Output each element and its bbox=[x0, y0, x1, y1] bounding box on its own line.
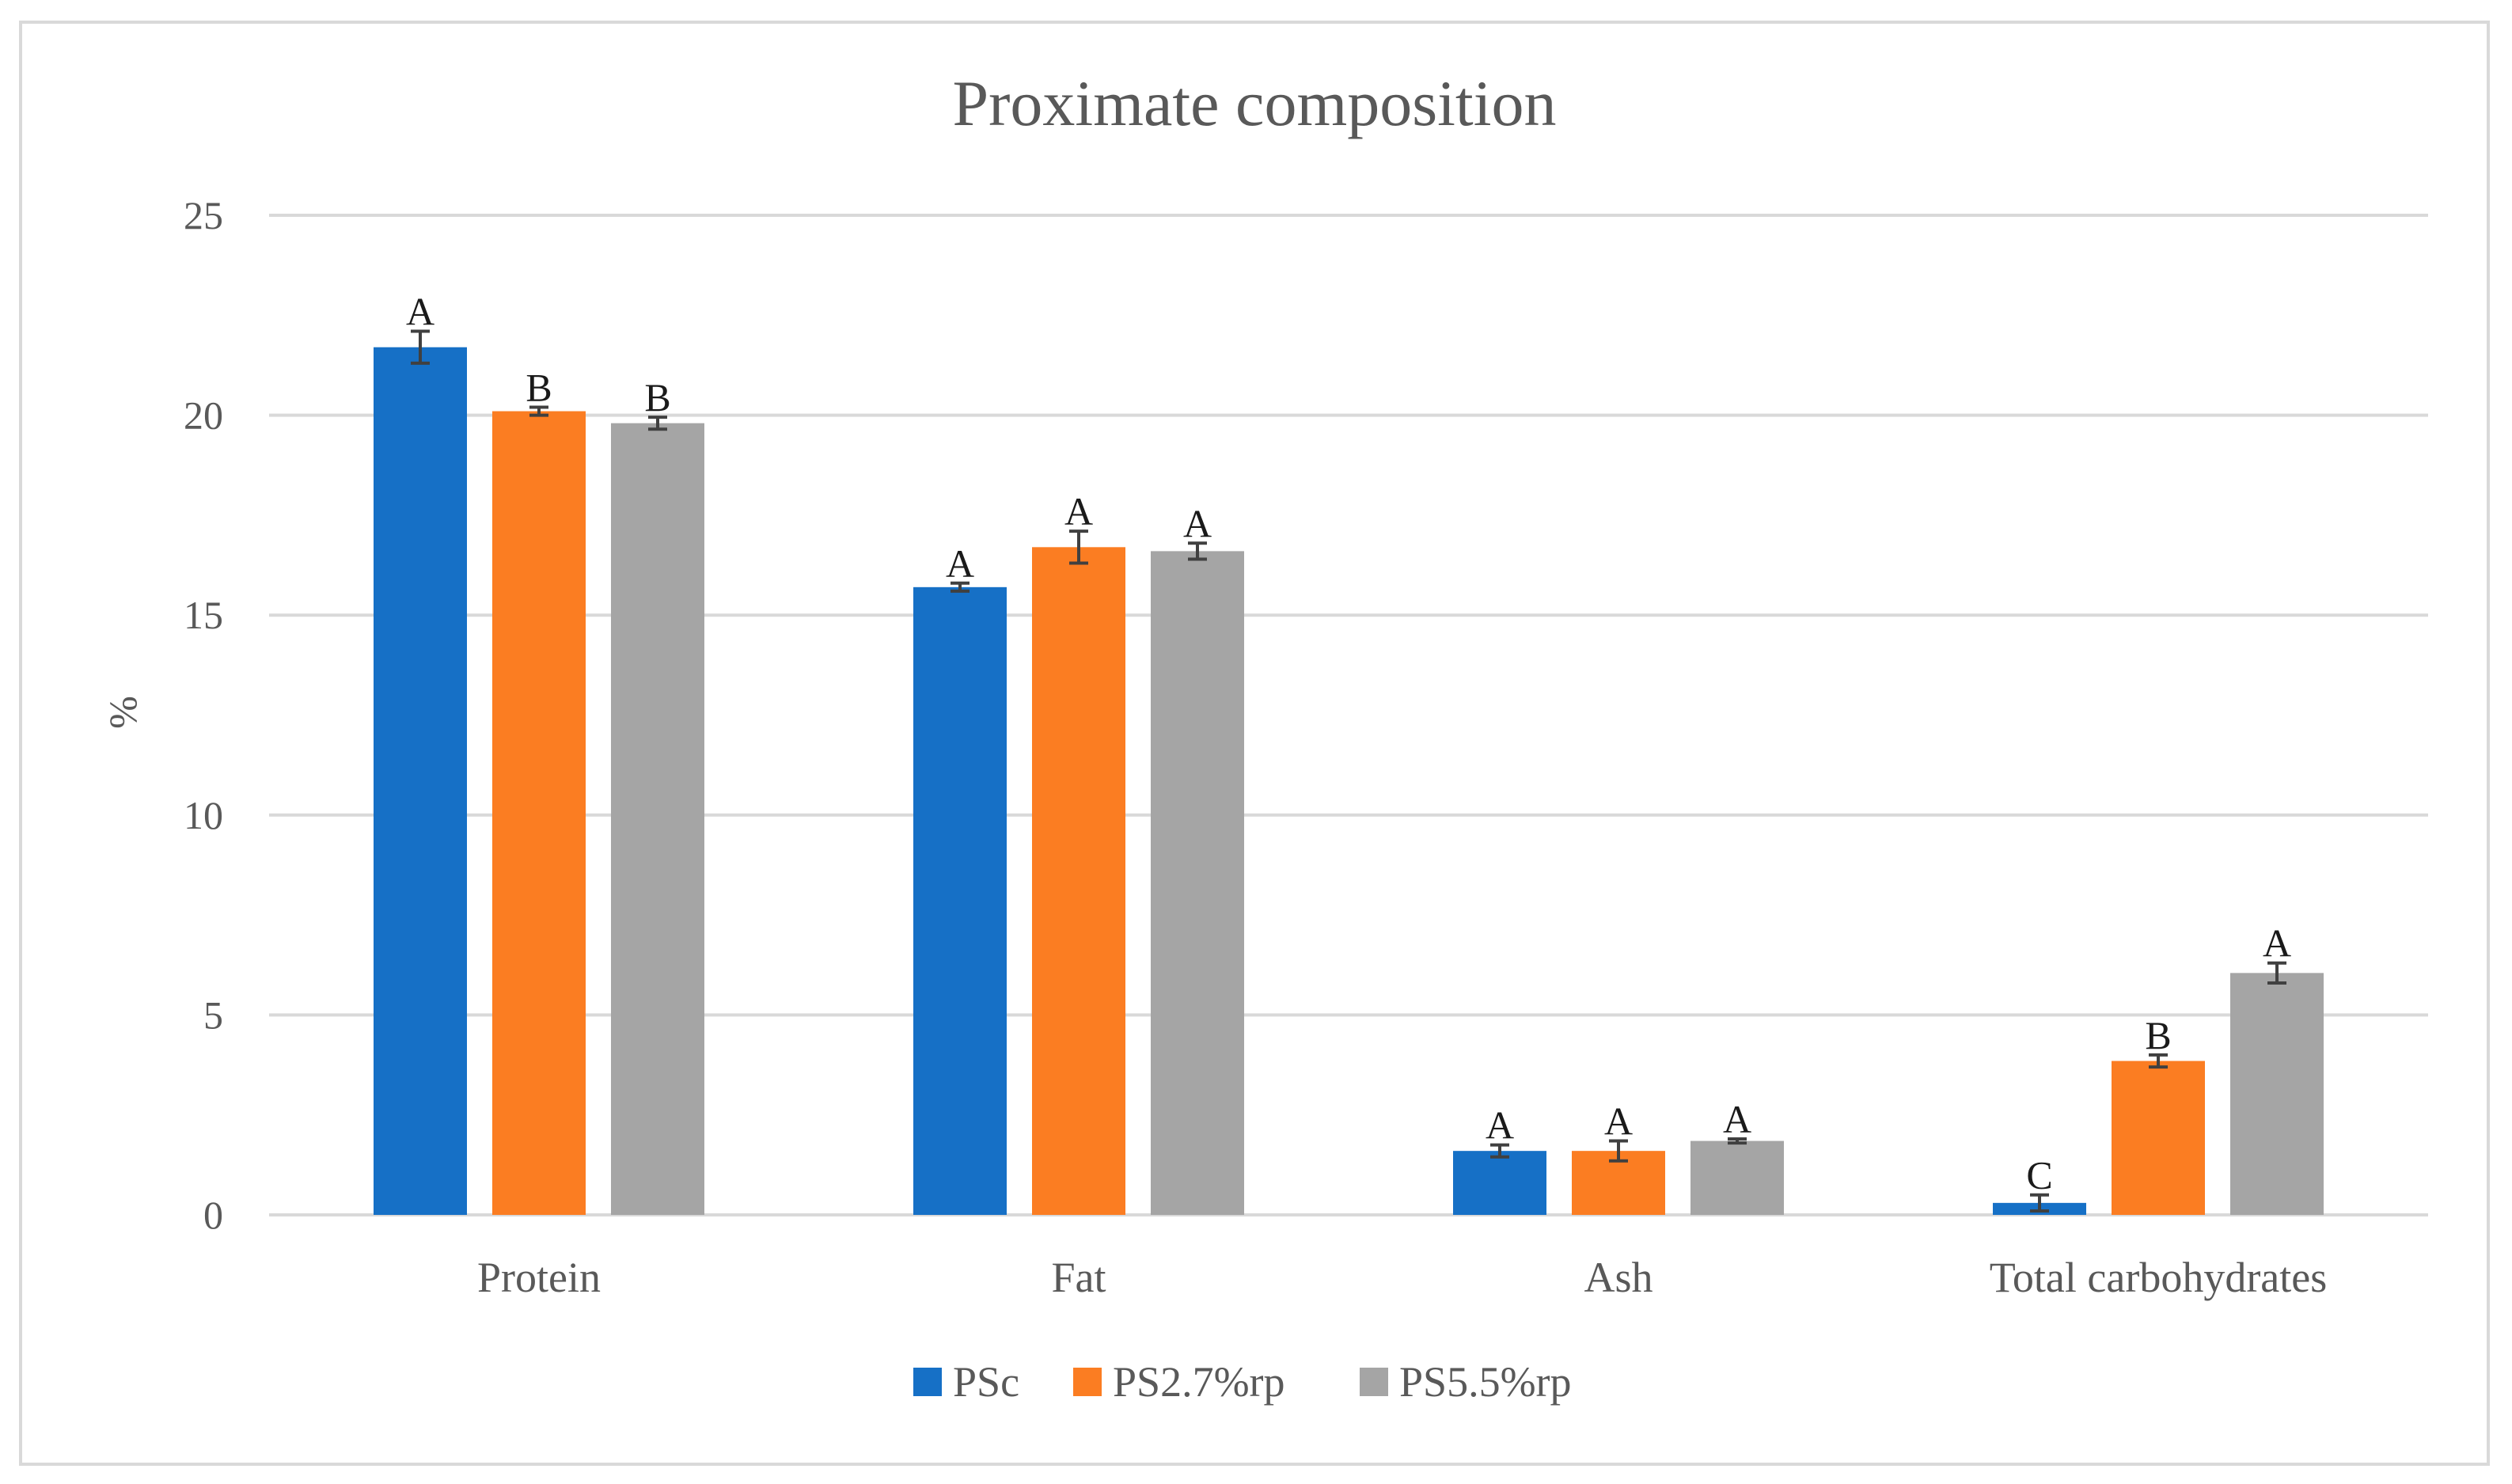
legend-swatch bbox=[1360, 1368, 1388, 1396]
significance-letter: C bbox=[2026, 1153, 2052, 1197]
y-axis-ticks: 0 5 10 15 20 25 bbox=[184, 193, 223, 1237]
significance-letter: A bbox=[406, 290, 434, 334]
legend-swatch bbox=[913, 1368, 942, 1396]
y-tick-label: 15 bbox=[184, 593, 223, 637]
gridlines bbox=[269, 214, 2428, 1216]
bars: A B B A A A A A A C B A bbox=[374, 290, 2324, 1215]
y-tick-label: 5 bbox=[203, 992, 223, 1037]
x-tick-label: Total carbohydrates bbox=[1990, 1254, 2328, 1301]
x-tick-label: Ash bbox=[1584, 1254, 1653, 1301]
bar bbox=[492, 411, 586, 1215]
bar bbox=[611, 423, 704, 1215]
legend-label: PS5.5%rp bbox=[1399, 1358, 1572, 1406]
y-tick-label: 25 bbox=[184, 193, 223, 237]
bar bbox=[1453, 1151, 1546, 1215]
bar bbox=[2112, 1061, 2205, 1215]
significance-letter: A bbox=[1064, 489, 1093, 533]
significance-letter: B bbox=[526, 365, 552, 409]
significance-letter: A bbox=[1183, 501, 1212, 545]
legend-label: PS2.7%rp bbox=[1113, 1358, 1285, 1406]
x-tick-label: Fat bbox=[1051, 1254, 1106, 1301]
legend-label: PSc bbox=[953, 1358, 1019, 1406]
y-tick-label: 20 bbox=[184, 393, 223, 438]
y-tick-label: 0 bbox=[203, 1193, 223, 1237]
y-axis-label: % bbox=[101, 696, 145, 729]
bar bbox=[913, 586, 1007, 1215]
legend-swatch bbox=[1073, 1368, 1102, 1396]
significance-letter: B bbox=[2145, 1013, 2171, 1057]
x-tick-label: Protein bbox=[477, 1254, 601, 1301]
bar bbox=[1690, 1141, 1784, 1215]
chart-title: Proximate composition bbox=[953, 67, 1557, 139]
significance-letter: A bbox=[1486, 1103, 1514, 1148]
legend: PSc PS2.7%rp PS5.5%rp bbox=[913, 1358, 1572, 1406]
significance-letter: A bbox=[1604, 1099, 1633, 1144]
significance-letter: A bbox=[1723, 1097, 1751, 1141]
bar bbox=[2230, 973, 2324, 1215]
bar bbox=[374, 347, 467, 1215]
significance-letter: B bbox=[644, 375, 670, 419]
bar bbox=[1032, 547, 1125, 1215]
y-tick-label: 10 bbox=[184, 793, 223, 837]
bar bbox=[1151, 551, 1244, 1215]
significance-letter: A bbox=[946, 541, 974, 586]
x-axis-ticks: Protein Fat Ash Total carbohydrates bbox=[477, 1254, 2327, 1301]
significance-letter: A bbox=[2263, 921, 2291, 966]
